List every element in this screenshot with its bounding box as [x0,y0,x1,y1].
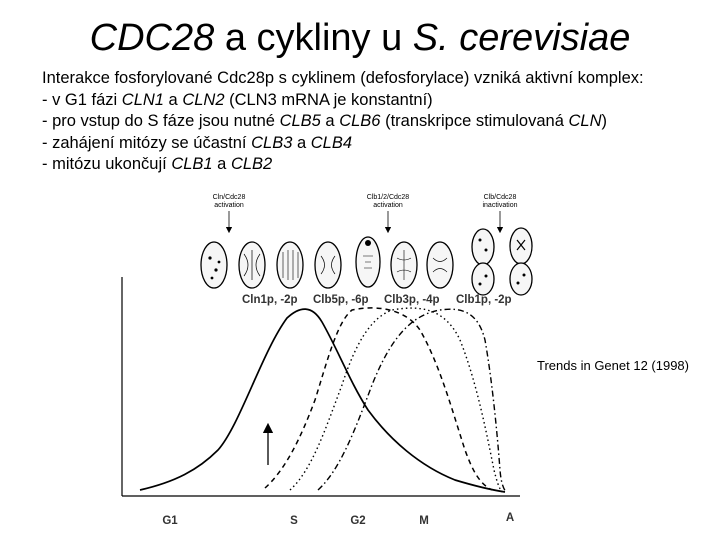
slide-body: Interakce fosforylované Cdc28p s cykline… [42,68,712,176]
curve-clb1-2 [317,308,507,493]
body-line-s-phase: - pro vstup do S fáze jsou nutné CLB5 a … [42,112,607,130]
phase-g1: G1 [162,515,178,527]
slide-title: CDC28 a cykliny u S. cerevisiae [0,14,720,62]
body-line-mitosis-end: - mitózu ukončují CLB1 a CLB2 [42,155,273,173]
label-clb3-4: Clb3p, -4p [384,294,440,306]
callout-clb12-activation: Clb1/2/Cdc28 activation [367,194,410,234]
svg-text:Clb/Cdc28: Clb/Cdc28 [484,194,517,201]
phase-a: A [506,512,514,524]
phase-m: M [419,515,429,527]
cell-division [509,227,533,296]
phase-g2: G2 [350,515,365,527]
curve-cln1-2 [139,308,506,493]
svg-text:activation: activation [373,202,403,209]
cell-metaphase [390,241,418,289]
curve-clb3-4 [289,307,503,493]
cell-bud-emergence [238,241,266,289]
cell-s-phase [276,241,304,289]
cell-g1 [200,241,228,289]
figure-citation: Trends in Genet 12 (1998) [537,358,689,373]
title-gene-name: CDC28 [89,17,215,59]
title-organism: S. cerevisiae [412,17,631,59]
phase-s: S [290,515,298,527]
cell-spindle [314,241,342,289]
body-line-intro: Interakce fosforylované Cdc28p s cykline… [42,69,644,87]
label-clb5-6: Clb5p, -6p [313,294,369,306]
svg-text:inactivation: inactivation [482,202,517,209]
svg-text:Clb1/2/Cdc28: Clb1/2/Cdc28 [367,194,410,201]
body-line-mitosis-start: - zahájení mitózy se účastní CLB3 a CLB4 [42,133,353,152]
callout-clb-inactivation: Clb/Cdc28 inactivation [482,194,518,234]
cell-budded [355,236,381,288]
curve-labels: Cln1p, -2p Clb5p, -6p Clb3p, -4p Clb1p, … [242,294,512,306]
curve-clb5-6 [264,307,493,491]
cell-anaphase [426,241,454,289]
cell-telophase [471,228,495,296]
label-cln1-2: Cln1p, -2p [242,294,298,306]
phase-labels: G1 S G2 M A [162,512,514,527]
svg-text:activation: activation [214,202,244,209]
label-clb1-2: Clb1p, -2p [456,294,512,306]
body-line-g1: - v G1 fázi CLN1 a CLN2 (CLN3 mRNA je ko… [42,90,433,109]
title-middle: a cykliny u [214,17,413,59]
svg-text:Cln/Cdc28: Cln/Cdc28 [213,194,246,201]
callout-cln-activation: Cln/Cdc28 activation [213,194,246,234]
